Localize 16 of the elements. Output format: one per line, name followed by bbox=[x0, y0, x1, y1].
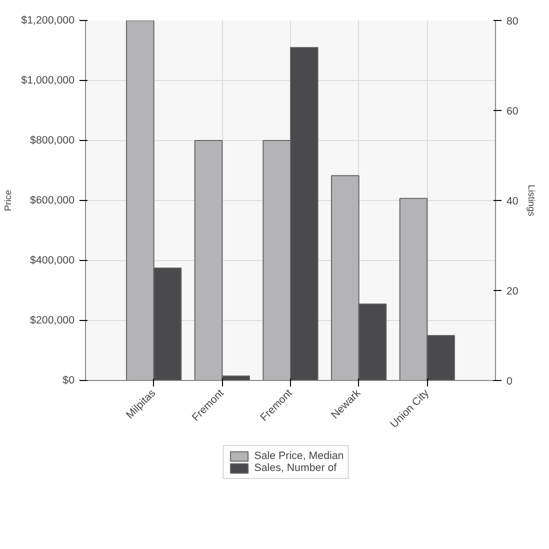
y-tick-label: $800,000 bbox=[30, 134, 75, 146]
y2-tick-label: 40 bbox=[506, 196, 518, 208]
y-tick-label: $600,000 bbox=[30, 194, 75, 206]
y-tick-label: $400,000 bbox=[30, 254, 75, 266]
y2-tick-label: 80 bbox=[506, 16, 518, 28]
y2-tick-label: 0 bbox=[506, 376, 512, 388]
legend-label: Sale Price, Median bbox=[254, 450, 344, 462]
y-tick-label: $200,000 bbox=[30, 314, 75, 326]
y2-axis-title: Listings bbox=[526, 184, 536, 217]
y2-tick-label: 20 bbox=[506, 286, 518, 298]
y-tick-label: $0 bbox=[62, 374, 75, 386]
y-tick-label: $1,200,000 bbox=[21, 14, 75, 26]
y2-tick-label: 60 bbox=[506, 106, 518, 118]
y-axis-title: Price bbox=[3, 190, 14, 212]
legend-label: Sales, Number of bbox=[254, 462, 337, 474]
y-tick-label: $1,000,000 bbox=[21, 74, 75, 86]
